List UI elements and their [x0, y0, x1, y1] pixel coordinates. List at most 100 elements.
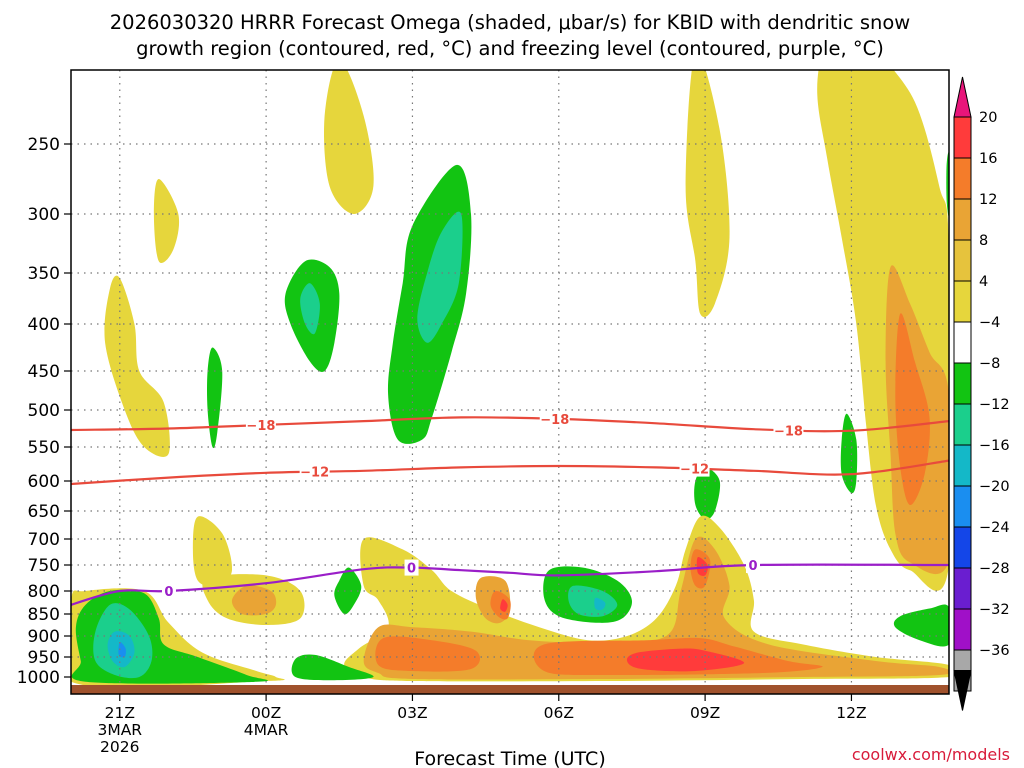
grid-lines [71, 70, 949, 685]
y-tick-label-500: 500 [28, 401, 60, 421]
omega-region-10 [300, 283, 320, 335]
colorbar-swatch-10 [953, 526, 972, 569]
dgz-minus12-label-bg-0 [299, 463, 330, 480]
y-tick-label-950: 950 [28, 648, 60, 668]
y-axis: 2503003504004505005506006507007508008509… [17, 135, 71, 688]
chart-title-line-1: 2026030320 HRRR Forecast Omega (shaded, … [110, 11, 911, 34]
colorbar: 20 16 12 8 4 −4 −8 −12 −16 −20 −24 −28 −32 −36 [953, 76, 1010, 711]
dgz-minus18-label-2: −18 [774, 425, 803, 440]
freezing-level-0-label-2: 0 [748, 559, 757, 574]
omega-region-21 [375, 636, 481, 672]
x-tick-label-21Z-1: 3MAR [97, 721, 142, 739]
x-tick-label-00Z-1: 4MAR [244, 721, 289, 739]
colorbar-label-7: −12 [979, 397, 1010, 413]
omega-region-36 [291, 654, 374, 681]
colorbar-top-arrow [953, 76, 972, 118]
dgz-minus18-label-bg-2 [773, 422, 804, 439]
dgz-minus18-label-1: −18 [540, 413, 569, 428]
dgz-minus18-label-bg-1 [539, 410, 570, 427]
y-tick-label-900: 900 [28, 627, 60, 647]
credit-text: coolwx.com/models [852, 745, 1010, 764]
colorbar-label-0: 20 [979, 110, 997, 126]
colorbar-swatch-9 [953, 485, 972, 528]
y-tick-label-850: 850 [28, 605, 60, 625]
colorbar-swatch-3 [953, 239, 972, 282]
dgz-minus12-label-0: −12 [300, 466, 329, 481]
omega-region-35 [118, 642, 126, 658]
omega-region-14 [192, 516, 233, 587]
dgz-minus12-line [71, 459, 949, 486]
colorbar-label-2: 12 [979, 192, 997, 208]
omega-region-6 [895, 313, 930, 506]
omega-region-3 [685, 70, 730, 318]
omega-region-1 [153, 179, 180, 264]
omega-region-29 [568, 585, 618, 617]
omega-region-8 [417, 211, 463, 343]
colorbar-label-13: −36 [979, 643, 1010, 659]
omega-region-2 [324, 70, 374, 214]
x-tick-label-00Z-0: 00Z [251, 704, 281, 722]
freezing-level-0-label-bg-0 [161, 582, 176, 599]
dgz-minus12-label-bg-1 [679, 460, 710, 477]
x-tick-label-09Z-0: 09Z [690, 704, 720, 722]
colorbar-swatch-8 [953, 444, 972, 487]
colorbar-label-4: 4 [979, 274, 988, 290]
omega-region-0 [104, 275, 170, 458]
omega-region-19 [363, 536, 949, 680]
y-tick-label-250: 250 [28, 135, 60, 155]
colorbar-label-10: −24 [979, 520, 1010, 536]
colorbar-swatch-5 [953, 321, 972, 364]
freezing-level-0-label-1: 0 [407, 562, 416, 577]
omega-region-16 [231, 585, 277, 616]
y-tick-label-800: 800 [28, 582, 60, 602]
y-tick-label-400: 400 [28, 315, 60, 335]
colorbar-swatch-4 [953, 280, 972, 323]
x-axis-label: Forecast Time (UTC) [414, 748, 605, 768]
x-tick-label-06Z-0: 06Z [544, 704, 574, 722]
freezing-level-0-label-bg-2 [745, 557, 760, 574]
colorbar-label-9: −20 [979, 479, 1010, 495]
freezing-level-0-label-0: 0 [164, 585, 173, 600]
colorbar-swatch-1 [953, 157, 972, 200]
colorbar-swatch-6 [953, 362, 972, 405]
y-tick-label-700: 700 [28, 530, 60, 550]
y-tick-label-650: 650 [28, 502, 60, 522]
colorbar-label-12: −32 [979, 602, 1010, 618]
freezing-level-0-label-bg-1 [404, 559, 419, 576]
dgz-minus18-line [71, 416, 949, 433]
contour-lines: −18 −18 −18 −12 −12 0 0 0 [71, 410, 949, 606]
colorbar-bottom-arrow [953, 670, 972, 711]
y-tick-label-1000: 1000 [17, 668, 60, 688]
x-tick-label-12Z-0: 12Z [836, 704, 866, 722]
chart-title-line-2: growth region (contoured, red, °C) and f… [136, 37, 884, 60]
y-tick-label-450: 450 [28, 362, 60, 382]
omega-region-17 [334, 567, 362, 615]
x-tick-label-21Z-0: 21Z [105, 704, 135, 722]
omega-region-11 [207, 347, 223, 449]
omega-region-27 [500, 599, 508, 612]
colorbar-label-5: −4 [979, 315, 1000, 331]
colorbar-label-11: −28 [979, 561, 1010, 577]
plot-frame [70, 69, 950, 695]
colorbar-swatch-0 [953, 116, 972, 159]
terrain-ground-strip [71, 685, 949, 694]
dgz-minus18-label-bg-0 [245, 416, 276, 433]
omega-region-30 [594, 597, 606, 611]
colorbar-swatch-2 [953, 198, 972, 241]
y-tick-label-600: 600 [28, 472, 60, 492]
omega-region-13 [840, 413, 858, 494]
colorbar-swatch-12 [953, 608, 972, 651]
colorbar-swatch-7 [953, 403, 972, 446]
x-tick-label-21Z-2: 2026 [100, 738, 139, 756]
omega-shaded-regions [71, 70, 949, 685]
omega-region-12 [694, 467, 721, 520]
y-tick-label-350: 350 [28, 264, 60, 284]
dgz-minus18-label-0: −18 [246, 419, 275, 434]
colorbar-label-3: 8 [979, 233, 988, 249]
y-tick-label-300: 300 [28, 205, 60, 225]
colorbar-label-8: −16 [979, 438, 1010, 454]
y-tick-label-550: 550 [28, 438, 60, 458]
omega-region-37 [893, 604, 949, 647]
